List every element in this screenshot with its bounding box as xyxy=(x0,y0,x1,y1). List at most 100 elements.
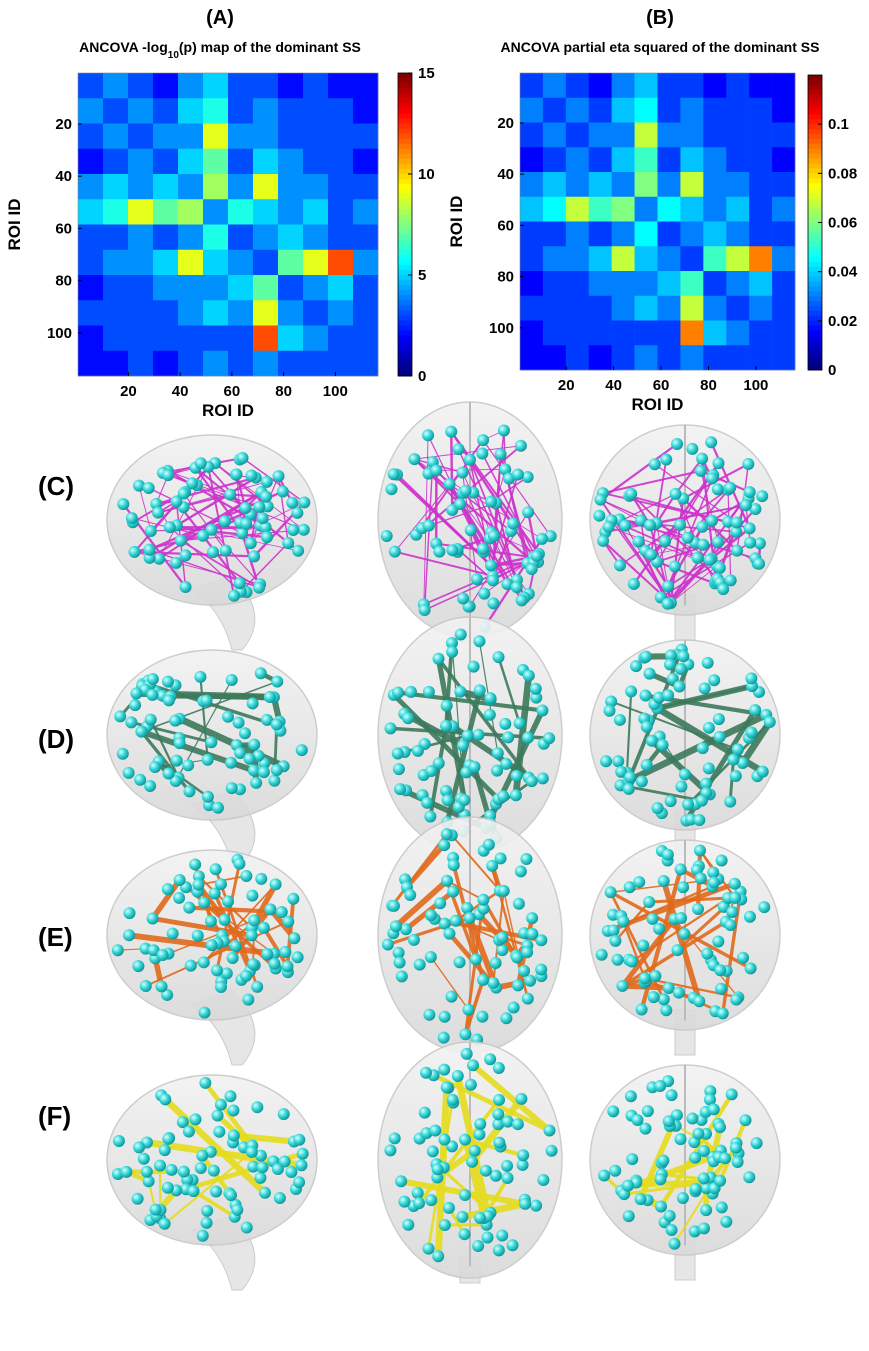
node xyxy=(287,524,299,536)
node xyxy=(744,537,756,549)
heatmap-cell xyxy=(749,147,772,172)
node xyxy=(173,892,185,904)
heatmap-cell xyxy=(543,345,566,370)
node xyxy=(388,900,400,912)
heatmap-cell xyxy=(772,222,795,247)
node xyxy=(258,922,270,934)
node xyxy=(297,1148,309,1160)
node xyxy=(481,1232,493,1244)
node xyxy=(744,522,756,534)
node xyxy=(293,1134,305,1146)
node xyxy=(277,485,289,497)
node xyxy=(619,520,631,532)
node xyxy=(199,1007,211,1019)
node xyxy=(457,592,469,604)
node xyxy=(157,949,169,961)
node xyxy=(251,1101,263,1113)
node xyxy=(526,912,538,924)
node xyxy=(512,1118,524,1130)
colorbar-band xyxy=(808,232,822,237)
heatmap-cell xyxy=(128,73,153,99)
x-tick-label: 60 xyxy=(224,383,241,400)
node xyxy=(477,434,489,446)
node xyxy=(188,1185,200,1197)
node xyxy=(240,518,252,530)
node xyxy=(279,1156,291,1168)
colorbar-band xyxy=(808,100,822,105)
node xyxy=(170,496,182,508)
heatmap-cell xyxy=(726,172,749,197)
node xyxy=(535,964,547,976)
node xyxy=(433,653,445,665)
node xyxy=(745,672,757,684)
node xyxy=(469,1145,481,1157)
node xyxy=(717,583,729,595)
colorbar-band xyxy=(398,159,412,165)
node xyxy=(458,794,470,806)
node xyxy=(476,448,488,460)
node xyxy=(464,454,476,466)
heatmap-cell xyxy=(680,345,703,370)
node xyxy=(730,770,742,782)
node xyxy=(597,535,609,547)
node xyxy=(273,470,285,482)
node xyxy=(520,853,532,865)
node xyxy=(662,849,674,861)
node xyxy=(271,676,283,688)
heatmap-cell xyxy=(703,172,726,197)
colorbar-band xyxy=(398,315,412,321)
node xyxy=(665,795,677,807)
node xyxy=(692,552,704,564)
node xyxy=(419,1107,431,1119)
node xyxy=(394,957,406,969)
node xyxy=(719,1152,731,1164)
node xyxy=(705,436,717,448)
node xyxy=(652,802,664,814)
node xyxy=(412,1187,424,1199)
heatmap-cell xyxy=(772,271,795,296)
heatmap-cell xyxy=(589,296,612,321)
node xyxy=(271,718,283,730)
heatmap-cell xyxy=(78,149,103,175)
colorbar-band xyxy=(398,351,412,357)
heatmap-cell xyxy=(543,73,566,98)
heatmap-cell xyxy=(353,199,378,225)
node xyxy=(757,766,769,778)
heatmap-cell xyxy=(635,147,658,172)
heatmap-cell xyxy=(303,73,328,99)
node xyxy=(756,490,768,502)
heatmap-cell xyxy=(543,321,566,346)
heatmap-cell xyxy=(328,326,353,352)
node xyxy=(167,928,179,940)
y-axis-label: ROI ID xyxy=(5,199,24,251)
node xyxy=(515,1093,527,1105)
node xyxy=(625,685,637,697)
colorbar-tick-label: 0 xyxy=(828,362,836,379)
heatmap-cell xyxy=(520,123,543,148)
y-tick-label: 20 xyxy=(55,116,72,133)
node xyxy=(196,1150,208,1162)
heatmap-cell xyxy=(589,246,612,271)
heatmap-cell xyxy=(726,98,749,123)
node xyxy=(704,554,716,566)
colorbar-band xyxy=(398,255,412,261)
subtitle-part: ANCOVA -log xyxy=(79,39,168,55)
node xyxy=(697,742,709,754)
node xyxy=(385,722,397,734)
colorbar-band xyxy=(398,108,412,114)
heatmap-cell xyxy=(520,172,543,197)
node xyxy=(686,443,698,455)
heatmap-cell xyxy=(749,271,772,296)
node xyxy=(675,912,687,924)
row-label: (E) xyxy=(38,922,73,952)
node xyxy=(737,952,749,964)
colorbar-band xyxy=(808,301,822,306)
node xyxy=(159,1218,171,1230)
node xyxy=(744,911,756,923)
node xyxy=(178,1166,190,1178)
heatmap-cell xyxy=(520,246,543,271)
node xyxy=(706,472,718,484)
node xyxy=(672,944,684,956)
heatmap-cell xyxy=(589,197,612,222)
heatmap-cell xyxy=(726,73,749,98)
